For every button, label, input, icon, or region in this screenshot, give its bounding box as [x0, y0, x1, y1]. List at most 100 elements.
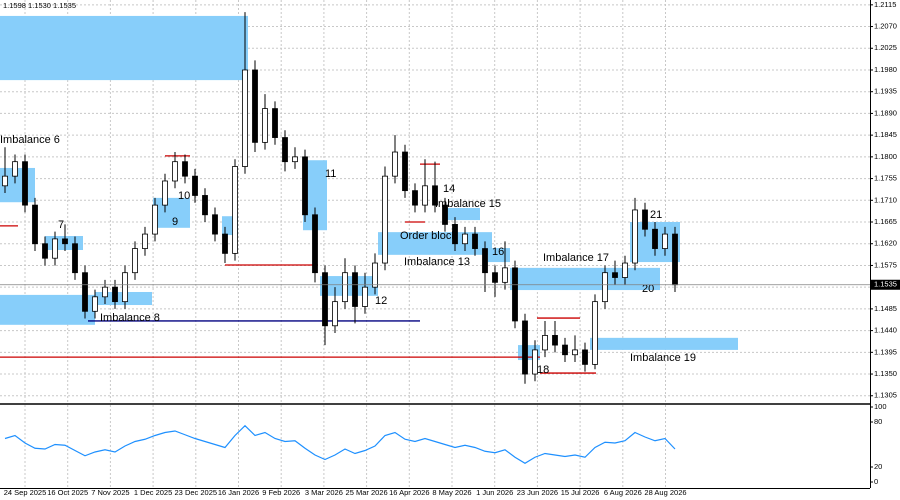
candle-body [242, 69, 248, 167]
candle-body [72, 243, 78, 274]
candle-body [212, 214, 218, 235]
zone [0, 294, 95, 325]
annotation: 16 [492, 246, 504, 258]
candle-body [592, 301, 598, 365]
annotation: 20 [642, 283, 654, 295]
annotation: Imbalance 15 [435, 198, 501, 210]
header: 1.1598 1.1530 1.1535 [3, 1, 76, 10]
x-tick-label: 6 Aug 2026 [604, 488, 642, 497]
candle-body [362, 286, 368, 307]
zone [590, 337, 738, 350]
y-tick-label: 1.1935 [874, 87, 897, 96]
candle-body [562, 344, 568, 356]
x-tick-label: 9 Feb 2026 [262, 488, 300, 497]
y-tick-label: 1.1980 [874, 65, 897, 74]
y-tick-label: 1.1305 [874, 391, 897, 400]
candle-body [82, 272, 88, 312]
candle-body [372, 262, 378, 288]
candle-body [582, 349, 588, 365]
candle-body [452, 224, 458, 245]
annotation: 14 [443, 183, 455, 195]
candle-body [172, 161, 178, 182]
candle-body [142, 233, 148, 249]
x-tick-label: 25 Mar 2026 [346, 488, 388, 497]
annotation: 18 [537, 364, 549, 376]
candle-body [622, 262, 628, 278]
annotation: 7 [58, 219, 64, 231]
y-tick-label: 1.1350 [874, 369, 897, 378]
candle-body [232, 166, 238, 254]
osc-y-tick-label: 20 [874, 462, 882, 471]
oscillator-line [4, 424, 676, 464]
candle-body [602, 272, 608, 303]
candle-body [392, 151, 398, 177]
candle-body [502, 267, 508, 283]
x-tick-label: 23 Dec 2025 [175, 488, 218, 497]
candle-body [102, 286, 108, 298]
y-tick-label: 1.1665 [874, 217, 897, 226]
annotation: Order block [400, 230, 457, 242]
candle-body [512, 267, 518, 322]
candle-body [642, 209, 648, 230]
candle-body [152, 204, 158, 235]
y-tick-label: 1.1620 [874, 239, 897, 248]
candle-body [272, 108, 278, 138]
last-price-label: 1.1535 [874, 280, 897, 289]
candle-body [442, 204, 448, 225]
annotation: 21 [650, 209, 662, 221]
candle-body [532, 349, 538, 375]
candle-body [162, 180, 168, 206]
candle-body [412, 190, 418, 206]
x-tick-label: 7 Nov 2025 [91, 488, 129, 497]
candle-body [182, 161, 188, 177]
candle-body [312, 214, 318, 274]
candle-body [522, 320, 528, 375]
candle-body [222, 233, 228, 254]
x-tick-label: 1 Dec 2025 [134, 488, 172, 497]
candle-body [122, 272, 128, 303]
annotation: 10 [178, 190, 190, 202]
candle-body [2, 175, 8, 187]
zone [447, 208, 480, 221]
x-tick-label: 8 May 2026 [432, 488, 471, 497]
candle-body [202, 195, 208, 216]
candle-body [462, 233, 468, 245]
osc-y-tick-label: 100 [874, 402, 887, 411]
candle-body [382, 175, 388, 264]
x-tick-label: 3 Mar 2026 [305, 488, 343, 497]
candle-body [332, 301, 338, 327]
candle-body [292, 156, 298, 163]
price-pane: Imbalance 6 7 Imbalance 8 9 10 11 12 Order bloc… [0, 12, 870, 384]
candle-body [62, 238, 68, 245]
candle-body [92, 296, 98, 312]
candle-body [572, 349, 578, 356]
candle-body [632, 209, 638, 264]
candle-body [112, 286, 118, 303]
zone [0, 15, 248, 81]
candle-body [472, 233, 478, 249]
candle-body [552, 335, 558, 346]
candle-body [42, 243, 48, 259]
candle-body [402, 151, 408, 192]
zone [320, 276, 378, 296]
candle-body [132, 248, 138, 274]
oscillator-pane [4, 424, 676, 464]
candle-body [612, 272, 618, 278]
candle-body [492, 272, 498, 283]
annotation: Imbalance 17 [543, 252, 609, 264]
x-tick-label: 24 Sep 2025 [4, 488, 47, 497]
y-tick-label: 1.2025 [874, 43, 897, 52]
annotation: Imbalance 19 [630, 352, 696, 364]
annotation: Imbalance 13 [404, 256, 470, 268]
last-price-box [871, 279, 900, 290]
osc-y-tick-label: 0 [874, 477, 878, 486]
annotation: 9 [172, 216, 178, 228]
y-tick-label: 1.1890 [874, 108, 897, 117]
candle-body [342, 272, 348, 303]
x-tick-label: 16 Oct 2025 [47, 488, 88, 497]
annotation: 11 [325, 168, 336, 180]
candle-body [302, 156, 308, 216]
annotation: 12 [375, 295, 387, 307]
candle-body [662, 233, 668, 249]
